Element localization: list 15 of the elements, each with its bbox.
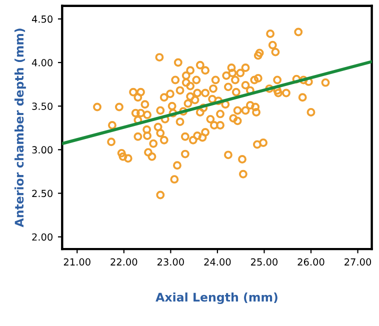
x-tick-label: 23.00 [157,258,184,266]
x-tick-label: 25.00 [251,258,278,266]
x-axis-title: Axial Length (mm) [156,292,278,304]
x-tick-label: 27.00 [344,258,372,266]
y-tick-label: 4.00 [32,59,52,66]
x-tick-label: 21.00 [64,258,90,266]
y-tick-label: 3.50 [32,102,52,110]
y-tick-label: 3.00 [32,146,52,154]
x-tick-label: 26.00 [298,258,324,266]
y-tick-label: 2.00 [32,233,52,241]
y-axis-title: Anterior chamber depth (mm) [14,28,26,228]
x-tick-label: 22.00 [110,258,138,266]
y-tick-label: 2.50 [32,190,52,198]
y-tick-label: 4.50 [32,15,52,23]
x-tick-label: 24.00 [204,258,231,266]
